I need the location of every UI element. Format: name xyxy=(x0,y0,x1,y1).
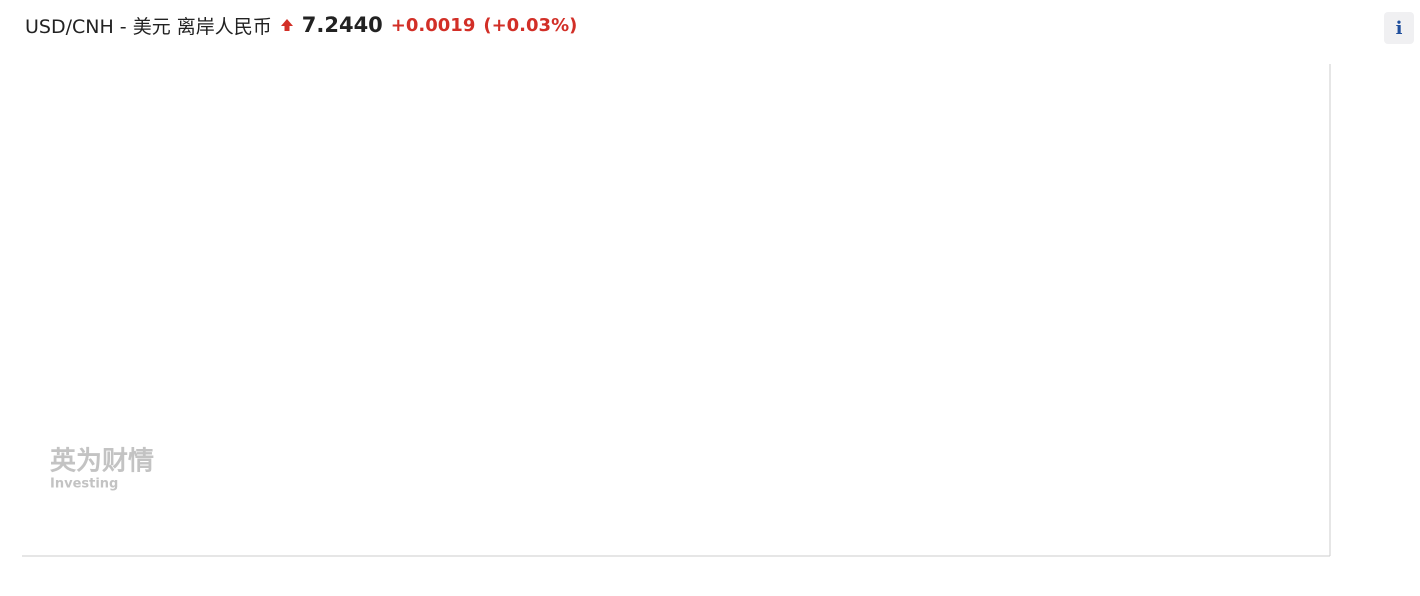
up-arrow xyxy=(280,19,293,31)
last-price: 7.2440 xyxy=(301,13,383,37)
header: USD/CNH - 美元 离岸人民币 7.2440 +0.0019 (+0.03… xyxy=(25,8,577,42)
watermark-brand: 英为财情 xyxy=(50,447,154,477)
price-change-pct: (+0.03%) xyxy=(483,14,578,36)
info-button[interactable]: i xyxy=(1384,12,1414,44)
price-change: +0.0019 xyxy=(390,14,476,36)
watermark-name: Investing xyxy=(50,477,118,492)
watermark: 英为财情 Investing xyxy=(50,447,154,492)
pair-title: USD/CNH - 美元 离岸人民币 xyxy=(25,15,272,38)
